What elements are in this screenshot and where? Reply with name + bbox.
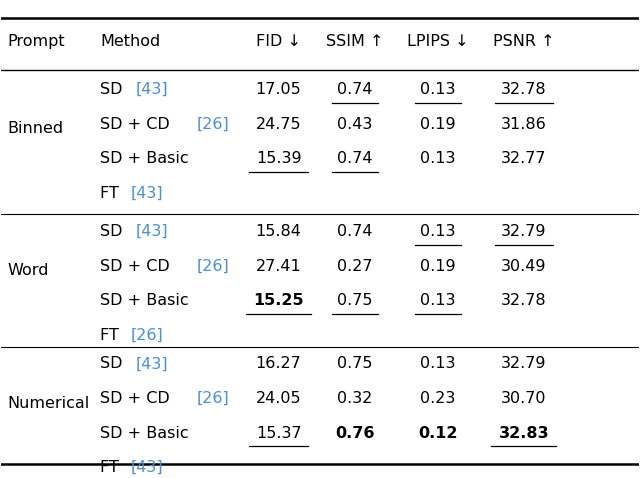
Text: 32.79: 32.79: [501, 357, 547, 371]
Text: SSIM ↑: SSIM ↑: [326, 34, 384, 49]
Text: 32.78: 32.78: [501, 293, 547, 308]
Text: 17.05: 17.05: [256, 82, 301, 97]
Text: 0.19: 0.19: [420, 117, 456, 131]
Text: SD + CD: SD + CD: [100, 117, 175, 131]
Text: SD: SD: [100, 224, 128, 239]
Text: [43]: [43]: [136, 357, 168, 371]
Text: Word: Word: [8, 263, 49, 278]
Text: 15.39: 15.39: [256, 151, 301, 166]
Text: 30.49: 30.49: [501, 259, 547, 273]
Text: 0.27: 0.27: [337, 259, 372, 273]
Text: Method: Method: [100, 34, 161, 49]
Text: FT: FT: [100, 327, 124, 343]
Text: [43]: [43]: [131, 186, 164, 201]
Text: 0.75: 0.75: [337, 293, 372, 308]
Text: 0.13: 0.13: [420, 224, 456, 239]
Text: Numerical: Numerical: [8, 396, 90, 411]
Text: FT: FT: [100, 460, 124, 475]
Text: 16.27: 16.27: [256, 357, 301, 371]
Text: [43]: [43]: [131, 460, 164, 475]
Text: SD + CD: SD + CD: [100, 259, 175, 273]
Text: 0.13: 0.13: [420, 82, 456, 97]
Text: SD + CD: SD + CD: [100, 391, 175, 406]
Text: SD + Basic: SD + Basic: [100, 151, 189, 166]
Text: 0.43: 0.43: [337, 117, 372, 131]
Text: 0.23: 0.23: [420, 391, 456, 406]
Text: 0.74: 0.74: [337, 151, 372, 166]
Text: 32.78: 32.78: [501, 82, 547, 97]
Text: 27.41: 27.41: [256, 259, 301, 273]
Text: 0.32: 0.32: [337, 391, 372, 406]
Text: [26]: [26]: [196, 259, 229, 273]
Text: Prompt: Prompt: [8, 34, 65, 49]
Text: 32.83: 32.83: [499, 425, 549, 441]
Text: 31.86: 31.86: [501, 117, 547, 131]
Text: 0.13: 0.13: [420, 151, 456, 166]
Text: 0.19: 0.19: [420, 259, 456, 273]
Text: LPIPS ↓: LPIPS ↓: [407, 34, 468, 49]
Text: 32.79: 32.79: [501, 224, 547, 239]
Text: Binned: Binned: [8, 121, 64, 136]
Text: 15.25: 15.25: [253, 293, 304, 308]
Text: SD + Basic: SD + Basic: [100, 425, 189, 441]
Text: PSNR ↑: PSNR ↑: [493, 34, 555, 49]
Text: 0.75: 0.75: [337, 357, 372, 371]
Text: 24.05: 24.05: [256, 391, 301, 406]
Text: 32.77: 32.77: [501, 151, 547, 166]
Text: 24.75: 24.75: [256, 117, 301, 131]
Text: [43]: [43]: [136, 224, 168, 239]
Text: FT: FT: [100, 186, 124, 201]
Text: 0.13: 0.13: [420, 357, 456, 371]
Text: [26]: [26]: [196, 391, 229, 406]
Text: 0.12: 0.12: [418, 425, 458, 441]
Text: FID ↓: FID ↓: [256, 34, 301, 49]
Text: 15.37: 15.37: [256, 425, 301, 441]
Text: [43]: [43]: [136, 82, 168, 97]
Text: 0.13: 0.13: [420, 293, 456, 308]
Text: 0.74: 0.74: [337, 224, 372, 239]
Text: 0.76: 0.76: [335, 425, 375, 441]
Text: SD + Basic: SD + Basic: [100, 293, 189, 308]
Text: 15.84: 15.84: [255, 224, 301, 239]
Text: SD: SD: [100, 357, 128, 371]
Text: [26]: [26]: [196, 117, 229, 131]
Text: 30.70: 30.70: [501, 391, 547, 406]
Text: SD: SD: [100, 82, 128, 97]
Text: 0.74: 0.74: [337, 82, 372, 97]
Text: [26]: [26]: [131, 327, 164, 343]
